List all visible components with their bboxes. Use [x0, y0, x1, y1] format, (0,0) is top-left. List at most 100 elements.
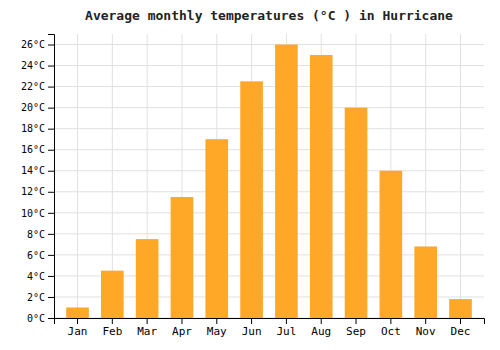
grid	[54, 34, 484, 318]
bar	[66, 307, 89, 318]
x-tick-label: Aug	[311, 325, 331, 338]
y-tick: 10°C	[21, 208, 54, 219]
bar	[240, 81, 263, 318]
y-tick-mark	[48, 129, 54, 130]
y-tick-label: 10°C	[21, 208, 45, 219]
x-tick: Aug	[311, 318, 331, 338]
y-tick-label: 18°C	[21, 123, 45, 134]
y-tick: 0°C	[27, 313, 54, 324]
x-tick-label: May	[207, 325, 227, 338]
y-grid-line	[54, 44, 484, 45]
y-tick-mark	[48, 66, 54, 67]
bar	[205, 139, 228, 318]
y-tick: 26°C	[21, 39, 54, 50]
y-tick-mark	[48, 87, 54, 88]
y-tick-label: 14°C	[21, 165, 45, 176]
y-tick: 16°C	[21, 144, 54, 155]
y-tick-mark	[48, 213, 54, 214]
y-tick: 2°C	[27, 292, 54, 303]
y-axis: 0°C 2°C 4°C 6°C 8°C 10°C 12°C 14°C 16°C 18°C 20°C 2…	[21, 35, 55, 324]
y-tick-mark	[48, 297, 54, 298]
y-tick-label: 6°C	[27, 250, 45, 261]
bars	[66, 45, 472, 318]
y-grid-line	[54, 128, 484, 129]
x-tick-mark	[321, 318, 322, 324]
bar	[310, 55, 333, 318]
y-tick: 14°C	[21, 165, 54, 176]
y-tick: 20°C	[21, 102, 54, 113]
bar	[414, 246, 437, 318]
y-tick-label: 2°C	[27, 292, 45, 303]
y-tick-mark	[48, 108, 54, 109]
x-tick-label: Dec	[451, 325, 471, 338]
y-tick: 6°C	[27, 250, 54, 261]
x-tick-label: Jul	[276, 325, 296, 338]
x-tick: Jul	[276, 318, 296, 338]
x-tick-mark	[147, 318, 148, 324]
bar	[171, 197, 194, 318]
x-tick: Mar	[137, 318, 157, 338]
y-grid-line	[54, 212, 484, 213]
y-tick-label: 20°C	[21, 102, 45, 113]
x-grid-line	[77, 34, 78, 318]
bar	[101, 271, 124, 318]
x-tick: Sep	[346, 318, 366, 338]
bar	[380, 171, 403, 318]
x-tick-label: Oct	[381, 325, 401, 338]
y-tick-label: 24°C	[21, 60, 45, 71]
x-tick-mark	[356, 318, 357, 324]
x-tick-mark	[460, 318, 461, 324]
bar	[449, 299, 472, 318]
y-tick-label: 12°C	[21, 186, 45, 197]
y-tick-mark	[48, 171, 54, 172]
x-tick-label: Apr	[172, 325, 192, 338]
y-tick-mark	[48, 276, 54, 277]
y-grid-line	[54, 86, 484, 87]
y-tick-label: 22°C	[21, 81, 45, 92]
x-tick-mark	[286, 318, 287, 324]
y-tick: 24°C	[21, 60, 54, 71]
y-tick: 18°C	[21, 123, 54, 134]
x-tick-label: Sep	[346, 325, 366, 338]
y-tick-label: 8°C	[27, 229, 45, 240]
x-tick: Oct	[381, 318, 401, 338]
x-tick-mark	[390, 318, 391, 324]
x-grid-line	[460, 34, 461, 318]
x-tick-mark	[216, 318, 217, 324]
chart-container: Jan Feb Mar Apr May Jun Jul Aug Sep Oct Nov Dec 0°C 2…	[0, 0, 500, 350]
y-tick-label: 16°C	[21, 144, 45, 155]
bar	[275, 45, 298, 318]
x-tick: Nov	[416, 318, 436, 338]
x-tick: May	[207, 318, 227, 338]
y-tick-mark	[48, 45, 54, 46]
y-tick: 22°C	[21, 81, 54, 92]
y-tick-label: 4°C	[27, 271, 45, 282]
x-tick: Jun	[242, 318, 262, 338]
bar	[345, 108, 368, 318]
x-tick-label: Feb	[102, 325, 122, 338]
x-tick-mark	[112, 318, 113, 324]
x-tick: Apr	[172, 318, 192, 338]
y-grid-line	[54, 107, 484, 108]
y-axis-line	[48, 35, 55, 319]
chart-title: Average monthly temperatures (°C ) in Hu…	[85, 8, 453, 23]
x-tick-label: Nov	[416, 325, 436, 338]
x-tick-mark	[77, 318, 78, 324]
y-tick-label: 0°C	[27, 313, 45, 324]
chart-svg: Jan Feb Mar Apr May Jun Jul Aug Sep Oct Nov Dec 0°C 2…	[0, 0, 500, 350]
y-tick-mark	[48, 150, 54, 151]
y-tick-label: 26°C	[21, 39, 45, 50]
y-tick-mark	[48, 234, 54, 235]
y-tick-mark	[48, 255, 54, 256]
y-tick-mark	[48, 318, 54, 319]
x-tick-mark	[251, 318, 252, 324]
x-tick: Dec	[451, 318, 471, 338]
x-tick: Feb	[102, 318, 122, 338]
x-axis: Jan Feb Mar Apr May Jun Jul Aug Sep Oct Nov Dec	[55, 318, 485, 338]
x-tick-mark	[181, 318, 182, 324]
x-tick-mark	[425, 318, 426, 324]
x-tick: Jan	[68, 318, 88, 338]
y-grid-line	[54, 149, 484, 150]
y-tick: 4°C	[27, 271, 54, 282]
y-grid-line	[54, 233, 484, 234]
